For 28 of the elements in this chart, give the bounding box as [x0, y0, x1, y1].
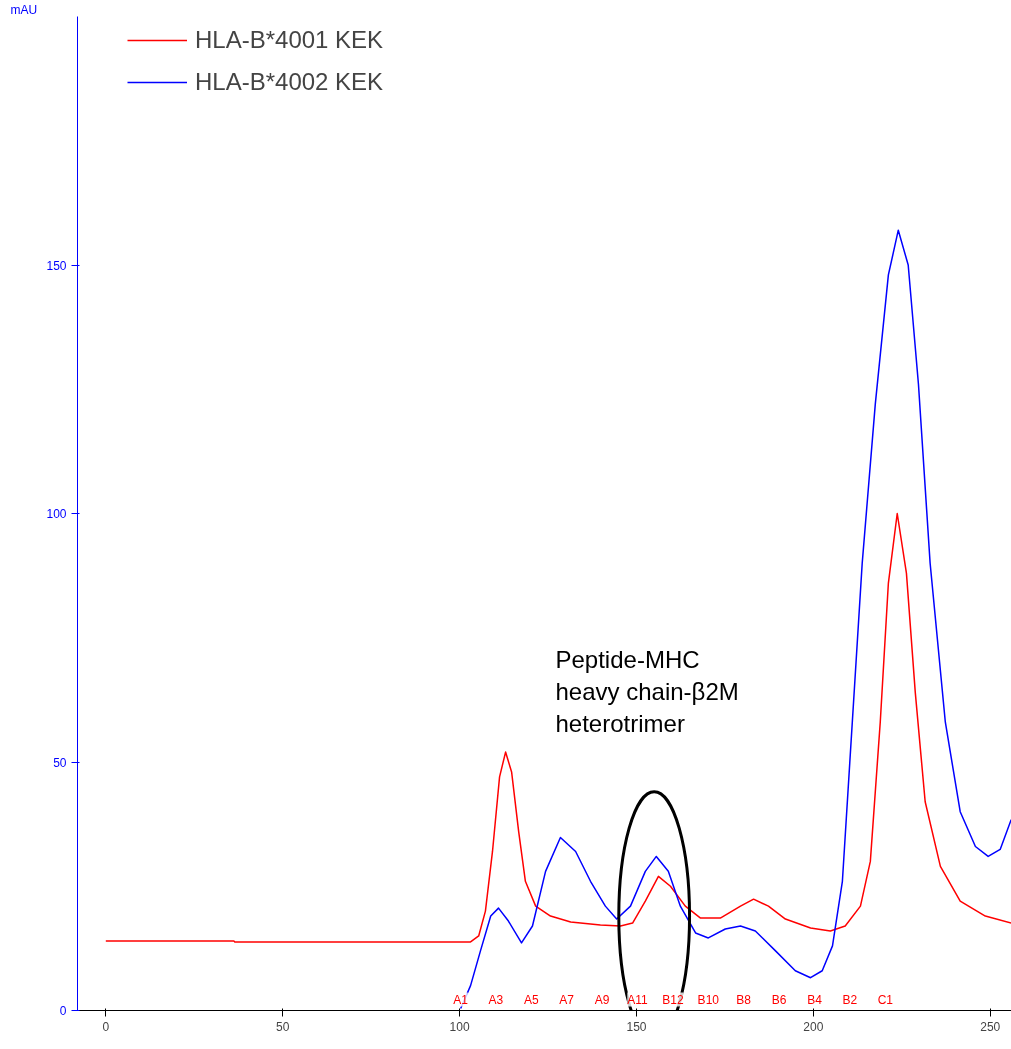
x-tick-label: 150	[626, 1019, 647, 1034]
annotation: B12	[662, 992, 684, 1007]
x-tick-label: 50	[276, 1019, 290, 1034]
annotation: A11	[627, 992, 649, 1007]
line-series	[105, 512, 1011, 943]
annotation: A5	[523, 992, 539, 1007]
annotation: B8	[736, 992, 752, 1007]
annotation: A3	[488, 992, 504, 1007]
y-tick-label: 0	[59, 1004, 67, 1018]
x-tick-label: 100	[449, 1019, 470, 1034]
x-tick-label: 0	[102, 1019, 110, 1034]
annotation: Peptide-MHC heavy chain-β2M heterotrimer	[555, 645, 739, 738]
annotation: B10	[697, 992, 720, 1007]
legend-label: HLA-B*4001 KEK	[195, 26, 384, 54]
annotation: A1	[453, 992, 469, 1007]
x-tick-label: 200	[803, 1019, 824, 1034]
legend-label: HLA-B*4002 KEK	[195, 68, 384, 96]
y-axis-title: mAU	[10, 2, 38, 17]
annotation: B4	[807, 992, 823, 1007]
annotation: A7	[559, 992, 575, 1007]
y-tick-label: 50	[53, 755, 67, 770]
annotation: B2	[842, 992, 858, 1007]
y-tick-label: 100	[46, 507, 67, 521]
y-tick-label: 150	[46, 258, 67, 273]
annotation: C1	[877, 992, 894, 1007]
annotation: B6	[771, 992, 787, 1007]
annotation: A9	[594, 992, 610, 1007]
x-tick-label: 250	[980, 1019, 1001, 1034]
